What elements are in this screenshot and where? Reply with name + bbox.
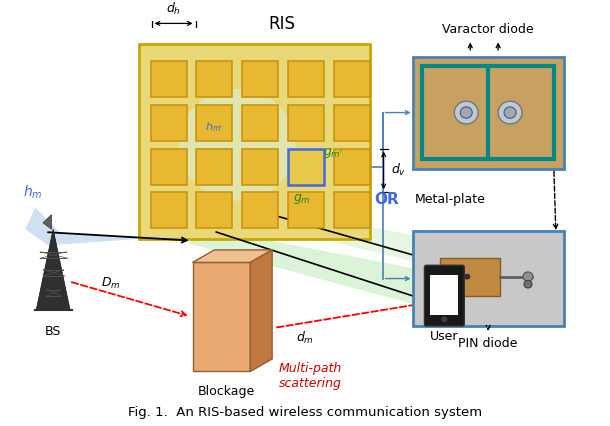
Text: RIS: RIS (268, 15, 295, 33)
Bar (151, 105, 187, 141)
Bar (151, 149, 187, 184)
Bar (288, 149, 324, 184)
Bar (138, 44, 370, 239)
Text: $D_m$: $D_m$ (101, 276, 121, 291)
Circle shape (504, 107, 516, 118)
Bar (196, 192, 232, 228)
Text: $h_{m'}$: $h_{m'}$ (205, 120, 224, 134)
Circle shape (442, 317, 447, 322)
Text: $g_m$: $g_m$ (293, 192, 311, 206)
Bar (193, 262, 250, 371)
Text: OR: OR (374, 192, 398, 207)
Text: Fig. 1.  An RIS-based wireless communication system: Fig. 1. An RIS-based wireless communicat… (128, 406, 482, 419)
Text: Varactor diode: Varactor diode (442, 23, 534, 36)
Polygon shape (250, 250, 272, 371)
Text: $g_{m'}$: $g_{m'}$ (323, 147, 343, 160)
Bar (196, 105, 232, 141)
Bar (334, 61, 370, 98)
Bar (440, 258, 500, 296)
Circle shape (461, 107, 472, 118)
Bar (431, 275, 458, 314)
Bar (242, 192, 278, 228)
Bar (242, 61, 278, 98)
Text: Blockage: Blockage (198, 385, 255, 398)
Polygon shape (25, 207, 209, 245)
Polygon shape (193, 250, 272, 262)
Circle shape (524, 280, 532, 288)
Text: Multi-path
scattering: Multi-path scattering (278, 362, 342, 390)
Bar (288, 61, 324, 98)
Polygon shape (243, 205, 484, 276)
Polygon shape (43, 215, 51, 229)
Circle shape (464, 274, 470, 279)
Bar (151, 61, 187, 98)
Bar (196, 149, 232, 184)
Bar (334, 192, 370, 228)
Bar (288, 192, 324, 228)
Text: $d_v$: $d_v$ (390, 162, 406, 178)
Circle shape (179, 90, 295, 200)
Bar (242, 149, 278, 184)
Circle shape (454, 101, 478, 124)
Text: $d_m$: $d_m$ (296, 330, 314, 346)
Bar (334, 149, 370, 184)
Text: PIN diode: PIN diode (459, 337, 518, 350)
Text: BS: BS (45, 325, 62, 338)
Bar (151, 192, 187, 228)
Circle shape (523, 272, 533, 282)
Text: $h_m$: $h_m$ (23, 183, 43, 201)
Bar (423, 66, 554, 159)
Polygon shape (188, 227, 466, 310)
Polygon shape (36, 229, 70, 310)
Bar (196, 61, 232, 98)
FancyBboxPatch shape (425, 265, 464, 326)
Bar (412, 57, 564, 169)
Bar (334, 105, 370, 141)
Text: User: User (430, 330, 459, 343)
Bar (288, 105, 324, 141)
Text: Metal-plate: Metal-plate (415, 193, 486, 206)
Bar (412, 231, 564, 326)
Text: $d_h$: $d_h$ (166, 1, 181, 17)
Bar (242, 105, 278, 141)
Circle shape (498, 101, 522, 124)
